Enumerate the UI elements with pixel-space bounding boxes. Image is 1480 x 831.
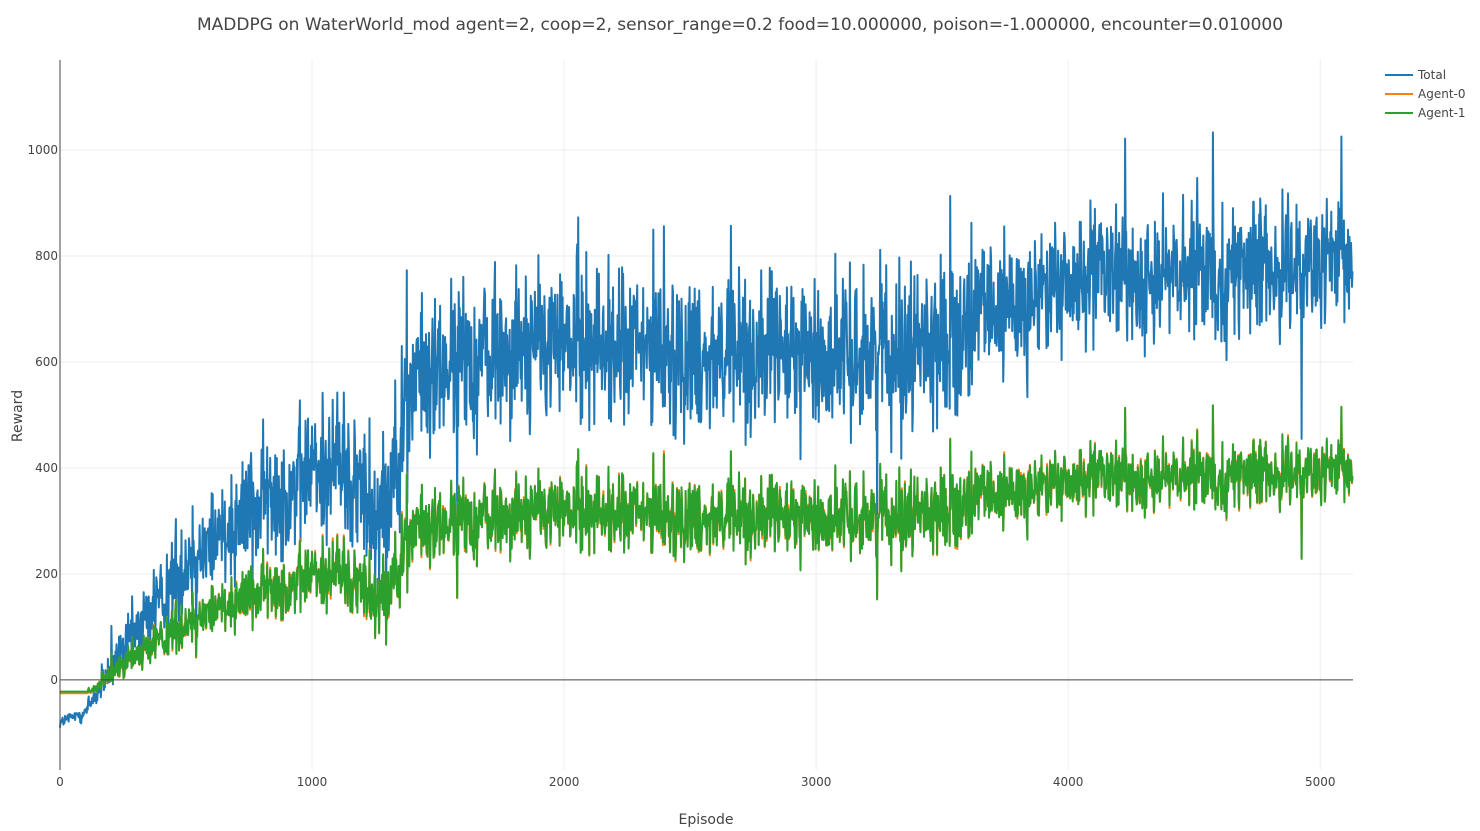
x-tick-label: 2000 (549, 775, 580, 789)
x-axis-title: Episode (679, 812, 734, 828)
y-tick-label: 200 (35, 567, 58, 581)
x-tick-label: 5000 (1305, 775, 1336, 789)
x-tick-label: 1000 (297, 775, 328, 789)
legend: Total Agent-0 Agent-1 (1385, 68, 1465, 120)
legend-label-total: Total (1417, 68, 1446, 82)
x-tick-label: 3000 (801, 775, 832, 789)
series-line-total (59, 131, 1354, 728)
y-tick-label: 1000 (27, 143, 58, 157)
y-tick-label: 400 (35, 461, 58, 475)
grid (60, 60, 1353, 770)
axes: 0 1000 2000 3000 4000 5000 0 200 400 600 800 1000 (27, 60, 1353, 789)
y-tick-label: 0 (50, 673, 58, 687)
series-line-agent-0 (59, 405, 1354, 695)
series-line-agent-1 (59, 404, 1354, 693)
y-axis-title: Reward (10, 390, 26, 442)
y-tick-label: 800 (35, 249, 58, 263)
legend-label-agent-1: Agent-1 (1418, 106, 1465, 120)
chart-title: MADDPG on WaterWorld_mod agent=2, coop=2… (197, 15, 1283, 35)
x-tick-label: 4000 (1053, 775, 1084, 789)
y-tick-label: 600 (35, 355, 58, 369)
legend-label-agent-0: Agent-0 (1418, 87, 1465, 101)
x-tick-label: 0 (56, 775, 64, 789)
plot-area (59, 131, 1354, 728)
